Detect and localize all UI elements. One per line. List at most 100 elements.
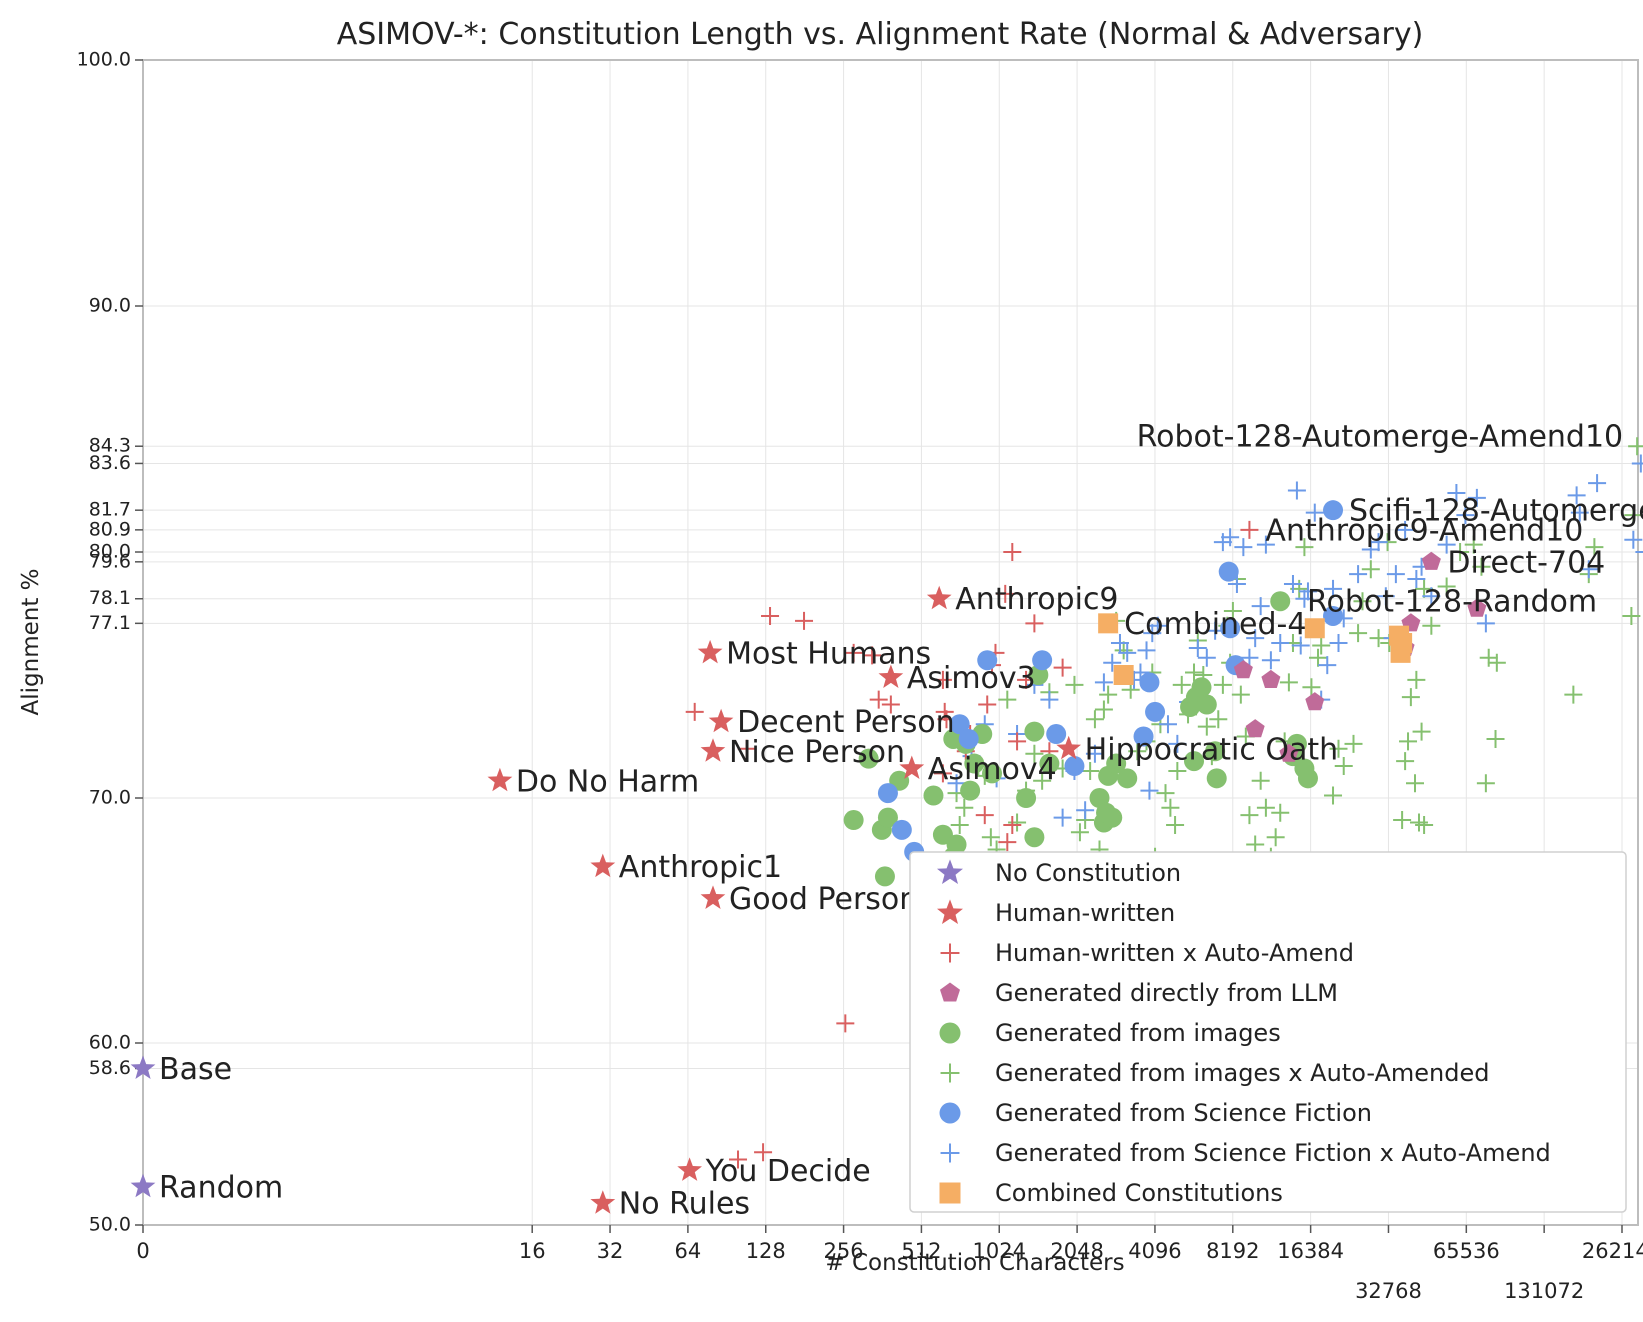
point-generated-from-images-x-auto-amended — [1172, 675, 1191, 694]
point-generated-from-science-fiction-x-auto-amend — [1283, 574, 1302, 593]
point-human-written — [878, 664, 904, 688]
point-generated-from-science-fiction-x-auto-amend — [1188, 638, 1207, 657]
point-human-written — [708, 708, 734, 733]
point-generated-from-images — [1024, 827, 1045, 848]
point-human-written-x-auto-amend — [996, 584, 1015, 603]
legend-marker-generated-from-images-x-auto-amended — [940, 1063, 960, 1083]
y-tick-label: 78.1 — [89, 587, 131, 609]
point-generated-from-science-fiction-x-auto-amend — [1291, 636, 1310, 655]
point-generated-from-science-fiction-x-auto-amend — [1053, 808, 1072, 827]
point-human-written-x-auto-amend — [1240, 520, 1259, 539]
point-generated-from-images — [1039, 753, 1060, 774]
point-human-written-x-auto-amend — [761, 606, 780, 625]
point-generated-from-images-x-auto-amended — [1624, 506, 1643, 525]
point-generated-from-science-fiction-x-auto-amend — [1076, 801, 1095, 820]
point-generated-from-science-fiction-x-auto-amend — [1234, 538, 1253, 557]
point-generated-from-images-x-auto-amended — [1025, 744, 1044, 763]
point-generated-from-images-x-auto-amended — [1393, 811, 1412, 830]
point-generated-from-images-x-auto-amended — [1223, 602, 1242, 621]
point-human-written — [590, 1190, 616, 1214]
point-generated-from-science-fiction-x-auto-amend — [1103, 653, 1122, 672]
point-generated-from-science-fiction-x-auto-amend — [1329, 634, 1348, 653]
point-label-good-person: Good Person — [729, 882, 918, 917]
point-generated-from-images-x-auto-amended — [1407, 670, 1426, 689]
legend-label-generated-from-images: Generated from images — [995, 1019, 1281, 1047]
point-generated-from-images-x-auto-amended — [1437, 577, 1456, 596]
legend: No Constitution Human-written Human-writte… — [909, 851, 1627, 1213]
legend-marker-human-written — [937, 899, 963, 924]
point-generated-from-images — [960, 780, 981, 801]
point-human-written-x-auto-amend — [978, 695, 997, 714]
point-generated-directly-from-llm — [1261, 669, 1281, 688]
point-generated-directly-from-llm — [1233, 660, 1253, 679]
point-generated-from-images-x-auto-amended — [1476, 774, 1495, 793]
point-label-anthropic9: Anthropic9 — [955, 582, 1118, 617]
point-generated-from-images-x-auto-amended — [1344, 734, 1363, 753]
point-generated-from-images-x-auto-amended — [1334, 757, 1353, 776]
point-human-written — [1056, 735, 1081, 760]
point-human-written-x-auto-amend — [795, 611, 814, 630]
point-generated-from-images-x-auto-amended — [1246, 835, 1265, 854]
point-generated-from-images-x-auto-amended — [1185, 663, 1204, 682]
legend-marker-generated-from-science-fiction-x-auto-amend — [940, 1143, 960, 1163]
point-human-written-x-auto-amend — [1053, 658, 1072, 677]
point-human-written-x-auto-amend — [933, 670, 952, 689]
point-generated-from-science-fiction-x-auto-amend — [1579, 560, 1598, 579]
point-generated-from-images — [1102, 807, 1123, 828]
point-generated-from-science-fiction-x-auto-amend — [1158, 715, 1177, 734]
point-generated-from-science-fiction-x-auto-amend — [1118, 643, 1137, 662]
point-generated-from-science-fiction-x-auto-amend — [1305, 503, 1324, 522]
y-tick-label: 80.0 — [89, 541, 131, 563]
y-tick-label: 70.0 — [89, 787, 131, 809]
point-generated-from-images — [1117, 768, 1138, 789]
point-label-robot-128-random: Robot-128-Random — [1307, 585, 1597, 620]
point-generated-from-images-x-auto-amended — [1251, 771, 1270, 790]
legend-label-no-constitution: No Constitution — [995, 859, 1181, 887]
point-generated-from-images-x-auto-amended — [1415, 815, 1434, 834]
point-generated-from-images-x-auto-amended — [1399, 732, 1418, 751]
point-generated-from-images-x-auto-amended — [1396, 752, 1415, 771]
point-generated-from-science-fiction-x-auto-amend — [1376, 587, 1395, 606]
point-generated-from-science-fiction-x-auto-amend — [1295, 589, 1314, 608]
point-generated-from-science-fiction-x-auto-amend — [1631, 454, 1643, 473]
point-generated-directly-from-llm — [1421, 551, 1441, 570]
point-generated-from-science-fiction-x-auto-amend — [1246, 629, 1265, 648]
point-generated-from-science-fiction — [949, 714, 970, 735]
point-generated-from-images-x-auto-amended — [1479, 648, 1498, 667]
x-tick-label: 16384 — [1277, 1239, 1344, 1263]
point-no-constitution — [130, 1173, 156, 1198]
legend-label-human-written: Human-written — [995, 899, 1175, 927]
point-generated-from-science-fiction-x-auto-amend — [1256, 535, 1275, 554]
point-generated-from-images-x-auto-amended — [955, 798, 974, 817]
point-human-written-x-auto-amend — [863, 646, 882, 665]
point-generated-from-images-x-auto-amended — [1099, 685, 1118, 704]
point-generated-from-images — [946, 834, 967, 855]
point-generated-from-science-fiction-x-auto-amend — [1407, 570, 1426, 589]
point-label-nice-person: Nice Person — [729, 735, 905, 770]
point-generated-from-science-fiction-x-auto-amend — [1110, 634, 1129, 653]
x-tick-label: 2048 — [1050, 1239, 1103, 1263]
point-generated-from-images — [1191, 677, 1212, 698]
point-combined-constitutions — [1392, 633, 1413, 654]
point-label-most-humans: Most Humans — [726, 636, 931, 671]
point-generated-from-science-fiction-x-auto-amend — [1140, 781, 1159, 800]
point-generated-from-science-fiction — [1323, 500, 1344, 521]
point-generated-from-images-x-auto-amended — [1295, 538, 1314, 557]
point-generated-from-science-fiction-x-auto-amend — [1261, 651, 1280, 670]
point-generated-from-images-x-auto-amended — [1628, 437, 1643, 456]
x-tick-label: 64 — [675, 1239, 702, 1263]
point-human-written — [700, 738, 726, 762]
point-generated-from-science-fiction — [1323, 605, 1344, 626]
point-generated-from-science-fiction-x-auto-amend — [1624, 530, 1643, 549]
point-generated-from-images-x-auto-amended — [950, 815, 969, 834]
x-tick-label: 512 — [901, 1239, 941, 1263]
legend-marker-generated-from-images — [939, 1022, 961, 1044]
point-generated-from-science-fiction-x-auto-amend — [1476, 614, 1495, 633]
point-generated-from-images — [877, 807, 898, 828]
point-generated-from-science-fiction-x-auto-amend — [1168, 734, 1187, 753]
point-generated-from-science-fiction-x-auto-amend — [1094, 673, 1113, 692]
point-generated-from-science-fiction-x-auto-amend — [1369, 533, 1388, 552]
x-tick-label: 4096 — [1128, 1239, 1181, 1263]
point-generated-from-images-x-auto-amended — [1156, 784, 1175, 803]
y-tick-label: 84.3 — [89, 435, 131, 457]
